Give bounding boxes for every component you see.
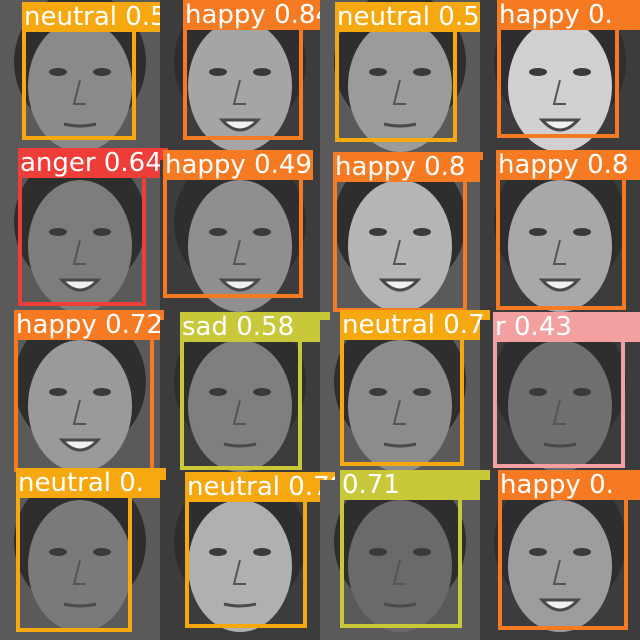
detection-class: happy: [165, 150, 246, 180]
detection-label: r 0.43: [493, 312, 640, 342]
face-photo-tile: [320, 480, 480, 640]
face-photo: [320, 160, 480, 320]
face-photo-tile: [0, 480, 160, 640]
detection-box: [163, 162, 303, 298]
face-photo: [320, 480, 480, 640]
detection-label: neutral 0.5: [22, 2, 172, 32]
face-photo: [0, 160, 160, 320]
detection-score: 0.58: [236, 312, 295, 342]
detection-class: happy: [16, 310, 97, 340]
detection-class: happy: [335, 152, 416, 182]
detection-box: [497, 12, 619, 138]
face-photo-tile: [480, 480, 640, 640]
detection-label: happy 0.72: [14, 310, 164, 340]
face-photo: [480, 480, 640, 640]
detection-score: 0.: [589, 470, 614, 500]
detection-score: 0.5: [125, 2, 167, 32]
detection-score: 0.8: [587, 150, 629, 180]
detection-label: anger 0.64: [18, 148, 168, 178]
detection-class: neutral: [187, 472, 280, 502]
face-photo: [160, 160, 320, 320]
detection-class: sad: [182, 312, 228, 342]
detection-box: [340, 482, 462, 628]
detection-class: neutral: [342, 310, 435, 340]
detection-box: [335, 14, 457, 142]
detection-class: happy: [499, 0, 580, 30]
face-photo-tile: [320, 160, 480, 320]
detection-score: 0.71: [342, 470, 400, 500]
face-photo-tile: [480, 320, 640, 480]
detection-class: r: [495, 312, 506, 342]
detection-class: neutral: [24, 2, 117, 32]
detection-box: [18, 160, 146, 306]
detection-box: [16, 480, 132, 632]
detection-box: [185, 484, 307, 628]
detection-label: happy 0.84: [183, 0, 333, 30]
detection-label: neutral 0.: [16, 468, 166, 498]
detection-label: happy 0.8: [333, 152, 483, 182]
detection-label: neutral 0.74: [340, 310, 490, 340]
face-photo-tile: [0, 160, 160, 320]
face-photo-tile: [0, 320, 160, 480]
detection-score: 0.: [588, 0, 613, 30]
detection-score: 0.: [119, 468, 145, 498]
face-photo: [160, 320, 320, 480]
detection-label: happy 0.49: [163, 150, 313, 180]
face-photo: [480, 160, 640, 320]
detection-score: 0.43: [513, 312, 572, 342]
detection-box: [498, 482, 628, 630]
face-photo-tile: [160, 160, 320, 320]
detection-score: 0.72: [105, 310, 163, 340]
detection-box: [180, 324, 302, 470]
face-photo: [480, 320, 640, 480]
detection-box: [340, 322, 464, 466]
detection-class: happy: [500, 470, 581, 500]
detection-class: neutral: [18, 468, 111, 498]
face-photo: [0, 320, 160, 480]
face-photo-tile: [160, 320, 320, 480]
detection-class: happy: [498, 150, 579, 180]
detection-label: happy 0.8: [496, 150, 640, 180]
detection-class: anger: [20, 148, 96, 178]
detection-label: 0.71: [340, 470, 490, 500]
detection-class: neutral: [337, 2, 430, 32]
face-photo-tile: [480, 160, 640, 320]
detection-label: neutral 0.79: [185, 472, 335, 502]
detection-score: 0.64: [103, 148, 162, 178]
detection-label: sad 0.58: [180, 312, 330, 342]
detection-label: happy 0.: [498, 470, 640, 500]
face-photo: [320, 320, 480, 480]
detection-label: neutral 0.57: [335, 2, 485, 32]
detection-box: [496, 162, 626, 310]
detection-box: [493, 324, 625, 468]
face-photo: [0, 480, 160, 640]
detection-score: 0.8: [424, 152, 466, 182]
detection-box: [22, 14, 136, 140]
detection-score: 0.49: [254, 150, 312, 180]
detection-label: happy 0.: [497, 0, 640, 30]
detection-class: happy: [185, 0, 266, 30]
detection-box: [14, 322, 154, 472]
detection-box: [333, 164, 467, 312]
face-photo-tile: [320, 320, 480, 480]
detection-score: 0.57: [438, 2, 485, 32]
